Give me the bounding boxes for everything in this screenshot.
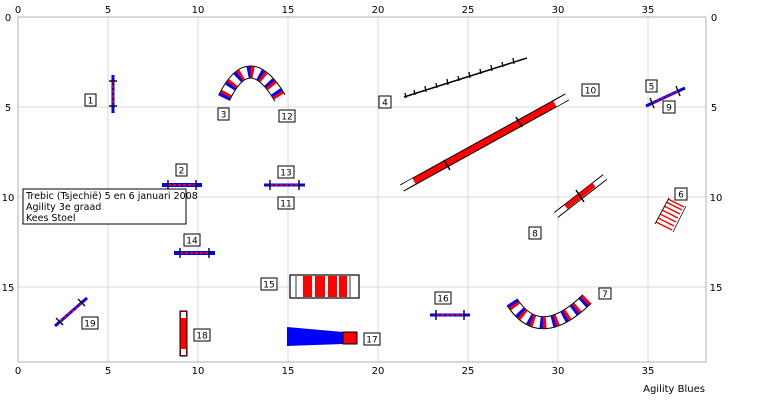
x-tick-label: 20 [372, 366, 385, 377]
x-tick-label: 5 [105, 5, 111, 16]
number-label: 7 [598, 287, 612, 300]
number-label: 8 [528, 226, 542, 240]
number-label-text: 1 [88, 97, 94, 107]
number-label: 19 [81, 316, 99, 330]
x-tick-label: 0 [15, 5, 21, 16]
x-tick-label: 10 [192, 366, 205, 377]
x-tick-label: 30 [552, 5, 565, 16]
number-label-text: 9 [666, 104, 672, 114]
x-tick-label: 5 [105, 366, 111, 377]
number-label-text: 19 [84, 320, 96, 330]
y-axis-left: 0 5 10 15 [2, 13, 15, 294]
number-label: 14 [183, 233, 201, 247]
number-label-text: 7 [602, 290, 608, 300]
number-label: 13 [277, 165, 295, 179]
x-tick-label: 35 [642, 5, 655, 16]
number-label-text: 18 [196, 332, 208, 342]
number-label-text: 16 [437, 295, 449, 305]
course-info-judge: Kees Stoel [26, 213, 75, 224]
number-label-text: 6 [678, 191, 684, 201]
x-tick-label: 35 [642, 366, 655, 377]
x-axis-top: 0 5 10 15 20 25 30 35 [15, 5, 655, 16]
curved-tunnel-7 [506, 294, 592, 330]
number-label: 11 [277, 196, 295, 210]
course-info-class: Agility 3e graad [26, 202, 101, 213]
x-axis-bottom: 0 5 10 15 20 25 30 35 [15, 366, 655, 377]
jump-1 [109, 75, 117, 113]
y-tick-label: 10 [710, 193, 723, 204]
y-tick-label: 5 [711, 103, 717, 114]
table-6 [654, 197, 687, 233]
dog-walk-10 [400, 93, 569, 192]
weave-poles-4 [403, 57, 528, 99]
tyre-8 [553, 174, 608, 218]
course-frame [17, 16, 707, 363]
x-tick-label: 0 [15, 366, 21, 377]
jump-14 [174, 248, 215, 258]
course-info-box: Trebic (Tsjechië) 5 en 6 januari 2008 Ag… [22, 188, 198, 225]
x-tick-label: 15 [282, 366, 295, 377]
number-label: 1 [84, 93, 97, 107]
jump-18 [179, 310, 188, 357]
course-info-venue: Trebic (Tsjechië) 5 en 6 januari 2008 [25, 191, 198, 202]
number-label-text: 14 [186, 237, 198, 247]
grid [18, 17, 706, 362]
number-label-text: 3 [221, 111, 227, 121]
x-tick-label: 15 [282, 5, 295, 16]
number-label-text: 8 [532, 230, 538, 240]
number-label-text: 11 [280, 200, 291, 210]
number-label-text: 15 [263, 281, 274, 291]
curved-tunnel-3-12 [218, 65, 286, 102]
straight-tunnel-15 [289, 274, 360, 299]
y-tick-label: 10 [2, 193, 15, 204]
y-tick-label: 0 [5, 13, 11, 24]
number-label-text: 10 [585, 87, 597, 97]
number-label: 3 [217, 107, 230, 121]
y-axis-right: 0 5 10 15 [710, 13, 723, 294]
jump-11 [264, 180, 305, 190]
number-label-text: 13 [280, 169, 291, 179]
jump-5-9 [645, 85, 686, 109]
jump-2 [162, 180, 202, 190]
number-label: 15 [260, 277, 278, 291]
number-label-text: 5 [649, 83, 655, 93]
number-label-text: 2 [179, 167, 185, 177]
y-tick-label: 5 [5, 103, 11, 114]
x-tick-label: 10 [192, 5, 205, 16]
number-label: 2 [175, 163, 188, 177]
number-label: 5 [645, 79, 658, 93]
number-label: 16 [434, 291, 452, 305]
number-label-text: 4 [382, 99, 388, 109]
y-tick-label: 15 [2, 283, 15, 294]
number-label: 18 [193, 328, 211, 342]
x-tick-label: 25 [462, 366, 475, 377]
y-tick-label: 15 [710, 283, 723, 294]
y-tick-label: 0 [711, 13, 717, 24]
number-label: 17 [363, 332, 381, 346]
number-label: 12 [278, 109, 296, 123]
number-label: 10 [581, 83, 600, 97]
jump-19 [54, 296, 88, 328]
jump-16 [430, 310, 470, 320]
number-label: 4 [378, 95, 392, 109]
number-label: 6 [674, 187, 688, 201]
x-tick-label: 25 [462, 5, 475, 16]
number-label: 9 [662, 100, 676, 114]
number-label-text: 17 [366, 336, 377, 346]
chute-17 [287, 327, 358, 346]
x-tick-label: 30 [552, 366, 565, 377]
credit-label: Agility Blues [643, 384, 705, 395]
x-tick-label: 20 [372, 5, 385, 16]
number-label-text: 12 [281, 113, 292, 123]
